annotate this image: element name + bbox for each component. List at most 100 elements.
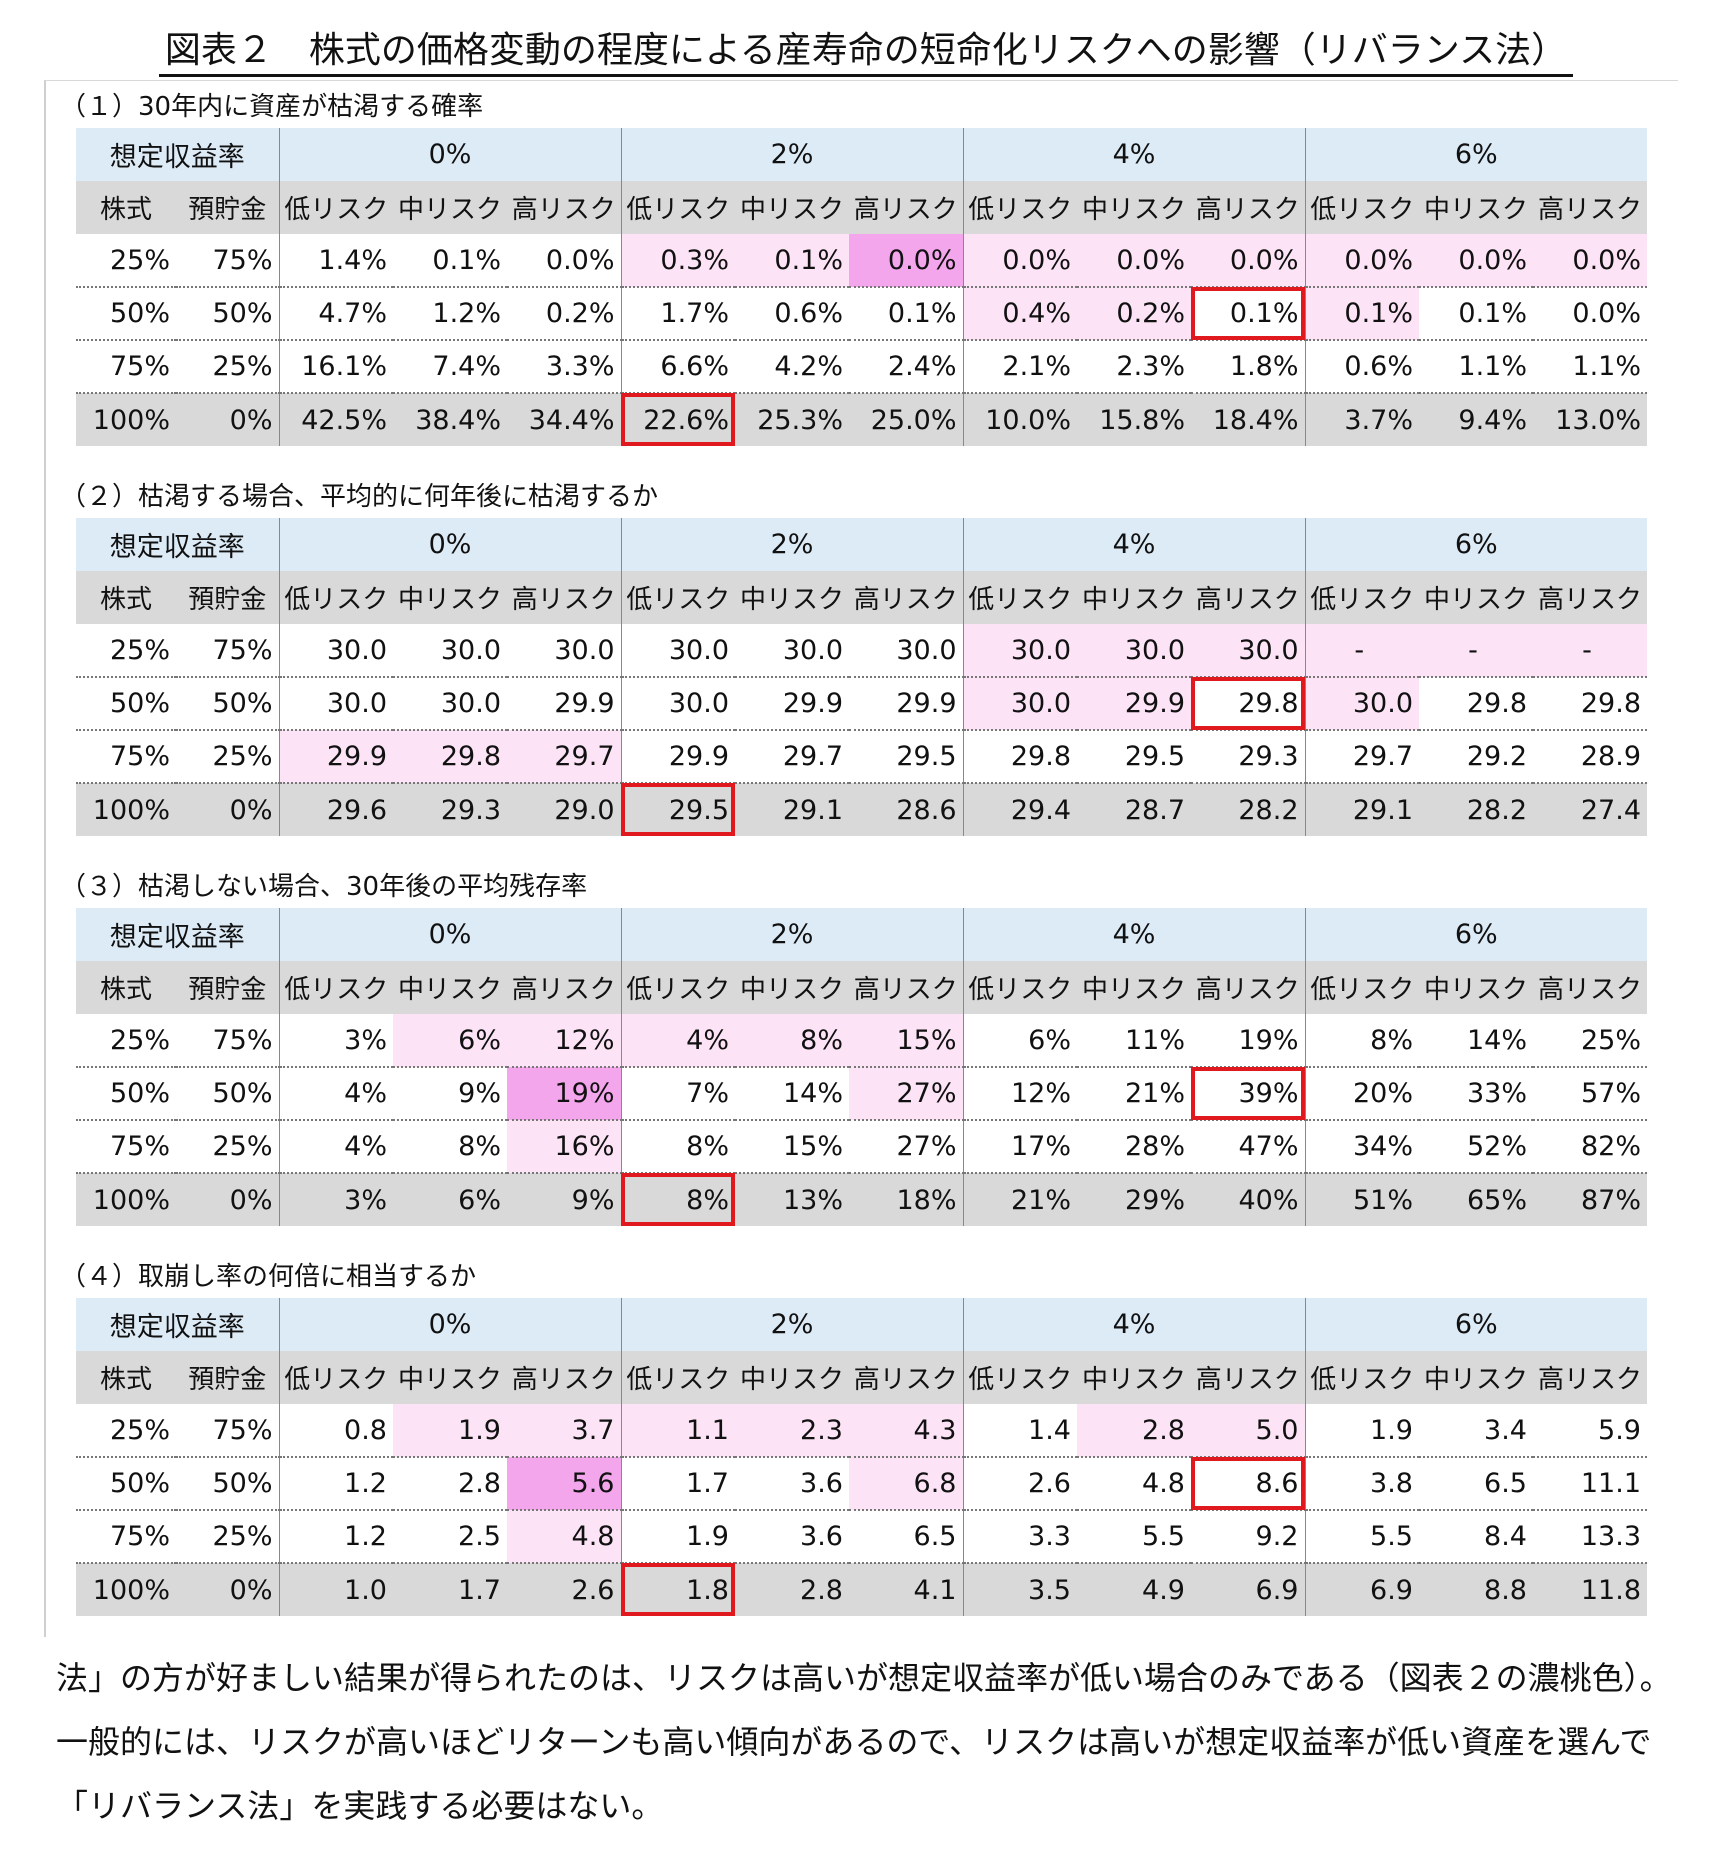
value-cell: 3.7% <box>1305 393 1419 446</box>
value-cell: 30.0 <box>279 677 393 731</box>
value-cell: 39% <box>1191 1067 1306 1121</box>
figure-title-text: 図表２ 株式の価格変動の程度による産寿命の短命化リスクへの影響（リバランス法） <box>158 28 1574 77</box>
risk-header: 高リスク <box>1533 961 1647 1014</box>
value-cell: 29.0 <box>507 783 622 836</box>
savings-cell: 25% <box>176 1510 280 1564</box>
value-cell: 13.3 <box>1533 1510 1647 1564</box>
risk-header: 高リスク <box>507 1351 622 1404</box>
value-cell: 6% <box>393 1014 507 1068</box>
value-cell: 2.8 <box>1077 1404 1191 1458</box>
value-cell: 0.1% <box>1191 287 1306 341</box>
value-cell: 29.9 <box>1077 677 1191 731</box>
savings-cell: 0% <box>176 1563 280 1616</box>
value-cell: 2.4% <box>849 340 964 394</box>
table-row: 50% 50% 4.7% 1.2% 0.2% 1.7% 0.6% 0.1% 0.4% 0.2% 0.… <box>76 287 1647 341</box>
value-cell: 30.0 <box>279 624 393 678</box>
savings-cell: 25% <box>176 340 280 394</box>
risk-header: 低リスク <box>279 181 393 234</box>
value-cell: 3.4 <box>1419 1404 1533 1458</box>
value-cell: 30.0 <box>621 624 735 678</box>
risk-header: 高リスク <box>1191 571 1306 624</box>
value-cell: 1.1 <box>621 1404 735 1458</box>
risk-header: 高リスク <box>1533 181 1647 234</box>
value-cell: 30.0 <box>621 677 735 731</box>
value-cell: 0.0% <box>963 234 1077 288</box>
value-cell: 0.0% <box>1533 234 1647 288</box>
value-cell: 65% <box>1419 1173 1533 1226</box>
value-cell: 17% <box>963 1120 1077 1174</box>
value-cell: 19% <box>507 1067 622 1121</box>
value-cell: 0.0% <box>507 234 622 288</box>
value-cell: 82% <box>1533 1120 1647 1174</box>
value-cell: 7.4% <box>393 340 507 394</box>
value-cell: 2.6 <box>963 1457 1077 1511</box>
rate-label-header: 想定収益率 <box>76 908 280 961</box>
stock-cell: 50% <box>76 1067 176 1121</box>
risk-header: 中リスク <box>393 961 507 1014</box>
value-cell: 33% <box>1419 1067 1533 1121</box>
value-cell: 29.9 <box>279 730 393 784</box>
value-cell: 4.9 <box>1077 1563 1191 1616</box>
stock-cell: 50% <box>76 1457 176 1511</box>
value-cell: 21% <box>1077 1067 1191 1121</box>
value-cell: - <box>1419 624 1533 678</box>
value-cell: 11% <box>1077 1014 1191 1068</box>
value-cell: 18% <box>849 1173 964 1226</box>
value-cell: 29.8 <box>1419 677 1533 731</box>
value-cell: 13.0% <box>1533 393 1647 446</box>
value-cell: 28.7 <box>1077 783 1191 836</box>
value-cell: 6.9 <box>1191 1563 1306 1616</box>
savings-cell: 50% <box>176 287 280 341</box>
value-cell: - <box>1305 624 1419 678</box>
stock-header: 株式 <box>76 181 176 234</box>
value-cell: 25% <box>1533 1014 1647 1068</box>
table-section: （３）枯渇しない場合、30年後の平均残存率 想定収益率 0% 2% 4% 6% 株式 預貯金低… <box>60 866 1660 1226</box>
risk-header: 中リスク <box>1077 1351 1191 1404</box>
value-cell: 1.9 <box>621 1510 735 1564</box>
stock-cell: 75% <box>76 1510 176 1564</box>
value-cell: 1.9 <box>393 1404 507 1458</box>
value-cell: 25.0% <box>849 393 964 446</box>
risk-header: 低リスク <box>621 961 735 1014</box>
value-cell: 5.5 <box>1305 1510 1419 1564</box>
table-section: （１）30年内に資産が枯渇する確率 想定収益率 0% 2% 4% 6% 株式 預貯金 低リスク中… <box>60 86 1660 446</box>
rate-label-header: 想定収益率 <box>76 1298 280 1351</box>
header-row-risks: 株式 預貯金 低リスク 中リスク 高リスク 低リスク 中リスク 高リスク 低リスク 中リスク 高リス… <box>76 1351 1647 1404</box>
risk-header: 低リスク <box>1305 571 1419 624</box>
risk-header: 低リスク <box>621 1351 735 1404</box>
table-row: 50% 50% 4% 9% 19% 7% 14% 27% 12% 21% 39% 20% 33% 57% <box>76 1067 1647 1121</box>
table-row: 50% 50% 30.0 30.0 29.9 30.0 29.9 29.9 30.0 29.9 29… <box>76 677 1647 731</box>
value-cell: 38.4% <box>393 393 507 446</box>
value-cell: 8.6 <box>1191 1457 1306 1511</box>
risk-header: 低リスク <box>1305 1351 1419 1404</box>
stock-cell: 100% <box>76 393 176 446</box>
header-row-rates: 想定収益率 0% 2% 4% 6% <box>76 908 1647 961</box>
value-cell: 29.6 <box>279 783 393 836</box>
header-row-rates: 想定収益率 0% 2% 4% 6% <box>76 1298 1647 1351</box>
value-cell: 0.0% <box>1419 234 1533 288</box>
rate-header: 6% <box>1305 1298 1647 1351</box>
value-cell: 0.1% <box>393 234 507 288</box>
value-cell: 5.6 <box>507 1457 622 1511</box>
value-cell: 0.0% <box>1077 234 1191 288</box>
risk-header: 低リスク <box>1305 181 1419 234</box>
value-cell: 4.2% <box>735 340 849 394</box>
section-title: （３）枯渇しない場合、30年後の平均残存率 <box>60 872 588 902</box>
value-cell: 29.8 <box>1191 677 1306 731</box>
value-cell: 4.1 <box>849 1563 964 1616</box>
risk-header: 中リスク <box>735 1351 849 1404</box>
value-cell: 18.4% <box>1191 393 1306 446</box>
value-cell: 2.3% <box>1077 340 1191 394</box>
savings-cell: 50% <box>176 677 280 731</box>
value-cell: 28% <box>1077 1120 1191 1174</box>
value-cell: 4.8 <box>507 1510 622 1564</box>
value-cell: 30.0 <box>393 677 507 731</box>
risk-header: 高リスク <box>1191 961 1306 1014</box>
value-cell: 8% <box>393 1120 507 1174</box>
stock-cell: 75% <box>76 730 176 784</box>
value-cell: 29.5 <box>1077 730 1191 784</box>
value-cell: 14% <box>1419 1014 1533 1068</box>
savings-cell: 0% <box>176 393 280 446</box>
value-cell: 28.6 <box>849 783 964 836</box>
rate-header: 0% <box>279 518 622 571</box>
